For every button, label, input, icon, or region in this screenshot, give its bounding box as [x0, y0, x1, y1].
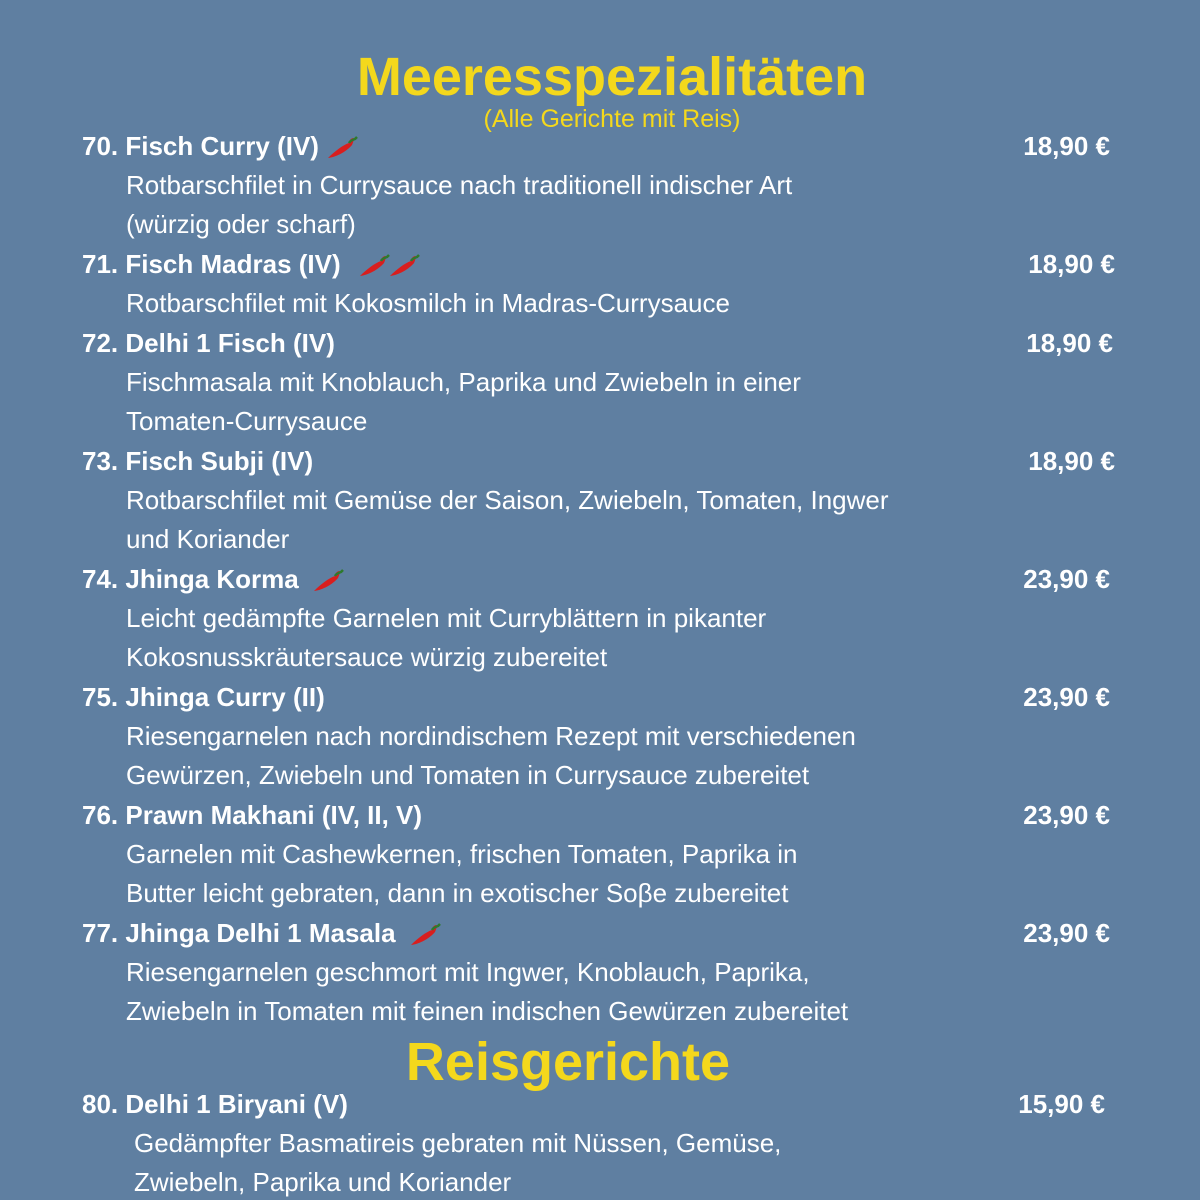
item-name: 74. Jhinga Korma	[82, 561, 345, 597]
item-price: 18,90 €	[1026, 328, 1113, 358]
item-description: Fischmasala mit Knoblauch, Paprika und Z…	[126, 367, 801, 397]
item-name: 71. Fisch Madras (IV)	[82, 246, 421, 282]
item-description: Leicht gedämpfte Garnelen mit Curryblätt…	[126, 603, 767, 633]
item-price: 15,90 €	[1018, 1089, 1105, 1119]
item-name: 80. Delhi 1 Biryani (V)	[82, 1089, 348, 1119]
item-description: Riesengarnelen geschmort mit Ingwer, Kno…	[126, 957, 810, 987]
item-description: (würzig oder scharf)	[126, 209, 356, 239]
item-description: Rotbarschfilet in Currysauce nach tradit…	[126, 170, 793, 200]
item-description: Zwiebeln, Paprika und Koriander	[134, 1167, 512, 1197]
item-description: Gewürzen, Zwiebeln und Tomaten in Currys…	[126, 760, 810, 790]
item-description: Rotbarschfilet mit Gemüse der Saison, Zw…	[126, 485, 889, 515]
section-subtitle: (Alle Gerichte mit Reis)	[483, 105, 741, 133]
item-price: 18,90 €	[1028, 249, 1115, 279]
item-description: und Koriander	[126, 524, 290, 554]
item-name: 73. Fisch Subji (IV)	[82, 446, 314, 476]
chili-icon	[325, 135, 359, 161]
item-price: 18,90 €	[1023, 131, 1110, 161]
item-price: 23,90 €	[1023, 682, 1110, 712]
item-price: 23,90 €	[1023, 564, 1110, 594]
item-name: 75. Jhinga Curry (II)	[82, 682, 325, 712]
item-description: Butter leicht gebraten, dann in exotisch…	[126, 878, 789, 908]
item-description: Tomaten-Currysauce	[126, 406, 368, 436]
item-description: Zwiebeln in Tomaten mit feinen indischen…	[126, 996, 849, 1026]
item-price: 18,90 €	[1028, 446, 1115, 476]
chili-icon	[357, 253, 391, 279]
item-description: Rotbarschfilet mit Kokosmilch in Madras-…	[126, 288, 730, 318]
item-name-text: 70. Fisch Curry (IV)	[82, 131, 319, 161]
item-description: Garnelen mit Cashewkernen, frischen Toma…	[126, 839, 798, 869]
chili-icon	[387, 253, 421, 279]
chili-icon	[311, 568, 345, 594]
item-name-text: 77. Jhinga Delhi 1 Masala	[82, 918, 396, 948]
item-name: 76. Prawn Makhani (IV, II, V)	[82, 800, 423, 830]
chili-icon	[408, 922, 442, 948]
item-name-text: 71. Fisch Madras (IV)	[82, 249, 341, 279]
item-price: 23,90 €	[1023, 800, 1110, 830]
item-description: Gedämpfter Basmatireis gebraten mit Nüss…	[134, 1128, 782, 1158]
item-description: Kokosnusskräutersauce würzig zubereitet	[126, 642, 608, 672]
item-name: 77. Jhinga Delhi 1 Masala	[82, 915, 442, 951]
item-price: 23,90 €	[1023, 918, 1110, 948]
item-name: 72. Delhi 1 Fisch (IV)	[82, 328, 335, 358]
item-name: 70. Fisch Curry (IV)	[82, 128, 359, 164]
section-title: Meeresspezialitäten	[356, 47, 868, 107]
section-title: Reisgerichte	[405, 1032, 731, 1092]
item-description: Riesengarnelen nach nordindischem Rezept…	[126, 721, 856, 751]
item-name-text: 74. Jhinga Korma	[82, 564, 299, 594]
